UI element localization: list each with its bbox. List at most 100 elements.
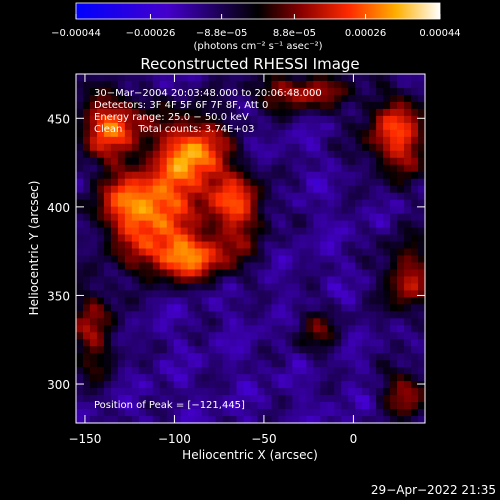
heatmap-cell bbox=[250, 241, 259, 250]
heatmap-cell bbox=[229, 269, 238, 278]
heatmap-cell bbox=[292, 171, 300, 180]
x-tick-label: −50 bbox=[251, 432, 276, 446]
heatmap-cell bbox=[313, 227, 321, 236]
heatmap-cell bbox=[110, 255, 119, 264]
heatmap-cell bbox=[131, 367, 140, 375]
heatmap-cell bbox=[299, 150, 307, 159]
heatmap-cell bbox=[250, 269, 259, 278]
heatmap-cell bbox=[313, 241, 321, 250]
heatmap-cell bbox=[236, 164, 245, 173]
heatmap-cell bbox=[166, 101, 175, 110]
heatmap-cell bbox=[257, 262, 266, 271]
heatmap-cell bbox=[103, 227, 112, 236]
heatmap-cell bbox=[173, 297, 182, 305]
heatmap-cell bbox=[362, 150, 370, 159]
heatmap-cell bbox=[292, 318, 300, 326]
heatmap-cell bbox=[229, 94, 238, 103]
heatmap-cell bbox=[194, 353, 203, 361]
heatmap-cell bbox=[229, 206, 238, 215]
heatmap-cell bbox=[257, 311, 266, 319]
heatmap-cell bbox=[320, 108, 328, 117]
heatmap-cell bbox=[152, 402, 161, 410]
heatmap-cell bbox=[257, 87, 266, 96]
heatmap-cell bbox=[215, 74, 224, 82]
heatmap-cell bbox=[187, 143, 196, 152]
heatmap-cell bbox=[320, 346, 328, 354]
heatmap-cell bbox=[306, 409, 314, 417]
heatmap-cell bbox=[117, 346, 126, 354]
heatmap-cell bbox=[397, 402, 405, 410]
heatmap-cell bbox=[138, 395, 147, 403]
heatmap-cell bbox=[390, 409, 398, 417]
heatmap-cell bbox=[138, 87, 147, 96]
heatmap-cell bbox=[383, 136, 391, 145]
heatmap-cell bbox=[411, 381, 419, 389]
heatmap-cell bbox=[222, 234, 231, 243]
heatmap-cell bbox=[390, 122, 398, 131]
heatmap-cell bbox=[215, 360, 224, 368]
heatmap-cell bbox=[320, 150, 328, 159]
heatmap-cell bbox=[208, 136, 217, 145]
heatmap-cell bbox=[411, 171, 419, 180]
heatmap-cell bbox=[411, 248, 419, 257]
heatmap-cell bbox=[187, 192, 196, 201]
heatmap-cell bbox=[201, 129, 210, 138]
heatmap-cell bbox=[404, 381, 412, 389]
heatmap-cell bbox=[103, 74, 112, 82]
heatmap-cell bbox=[341, 129, 349, 138]
heatmap-cell bbox=[194, 136, 203, 145]
heatmap-cell bbox=[117, 409, 126, 417]
heatmap-cell bbox=[348, 304, 356, 312]
heatmap-cell bbox=[180, 346, 189, 354]
heatmap-cell bbox=[334, 87, 342, 96]
y-tick-label: 450 bbox=[47, 112, 70, 126]
heatmap-cell bbox=[82, 395, 91, 403]
heatmap-cell bbox=[271, 87, 280, 96]
heatmap-cell bbox=[138, 227, 147, 236]
heatmap-cell bbox=[313, 283, 321, 291]
heatmap-cell bbox=[76, 178, 84, 187]
heatmap-cell bbox=[390, 339, 398, 347]
heatmap-cell bbox=[334, 402, 342, 410]
heatmap-cell bbox=[418, 416, 425, 423]
colorbar-tick-label: 0.00026 bbox=[345, 28, 386, 39]
heatmap-cell bbox=[327, 367, 335, 375]
heatmap-cell bbox=[173, 409, 182, 417]
heatmap-cell bbox=[152, 395, 161, 403]
heatmap-cell bbox=[124, 346, 133, 354]
heatmap-cell bbox=[313, 122, 321, 131]
heatmap-cell bbox=[236, 234, 245, 243]
heatmap-cell bbox=[418, 220, 425, 229]
heatmap-cell bbox=[271, 178, 280, 187]
heatmap-cell bbox=[124, 325, 133, 333]
heatmap-cell bbox=[320, 360, 328, 368]
heatmap-cell bbox=[159, 402, 168, 410]
heatmap-cell bbox=[278, 108, 286, 117]
heatmap-cell bbox=[369, 346, 377, 354]
heatmap-cell bbox=[285, 74, 293, 82]
heatmap-cell bbox=[159, 74, 168, 82]
heatmap-cell bbox=[76, 269, 84, 278]
heatmap-cell bbox=[124, 262, 133, 271]
heatmap-cell bbox=[264, 248, 273, 257]
heatmap-cell bbox=[110, 290, 119, 298]
heatmap-cell bbox=[320, 311, 328, 319]
heatmap-cell bbox=[348, 297, 356, 305]
heatmap-cell bbox=[76, 227, 84, 236]
heatmap-cell bbox=[124, 353, 133, 361]
heatmap-cell bbox=[173, 108, 182, 117]
heatmap-cell bbox=[355, 94, 363, 103]
heatmap-cell bbox=[250, 164, 259, 173]
heatmap-cell bbox=[362, 290, 370, 298]
heatmap-cell bbox=[369, 192, 377, 201]
heatmap-cell bbox=[271, 325, 280, 333]
heatmap-cell bbox=[124, 374, 133, 382]
heatmap-cell bbox=[348, 192, 356, 201]
heatmap-cell bbox=[96, 311, 105, 319]
heatmap-cell bbox=[138, 101, 147, 110]
heatmap-cell bbox=[243, 269, 252, 278]
heatmap-cell bbox=[320, 115, 328, 124]
heatmap-cell bbox=[166, 178, 175, 187]
heatmap-cell bbox=[271, 311, 280, 319]
heatmap-cell bbox=[383, 101, 391, 110]
